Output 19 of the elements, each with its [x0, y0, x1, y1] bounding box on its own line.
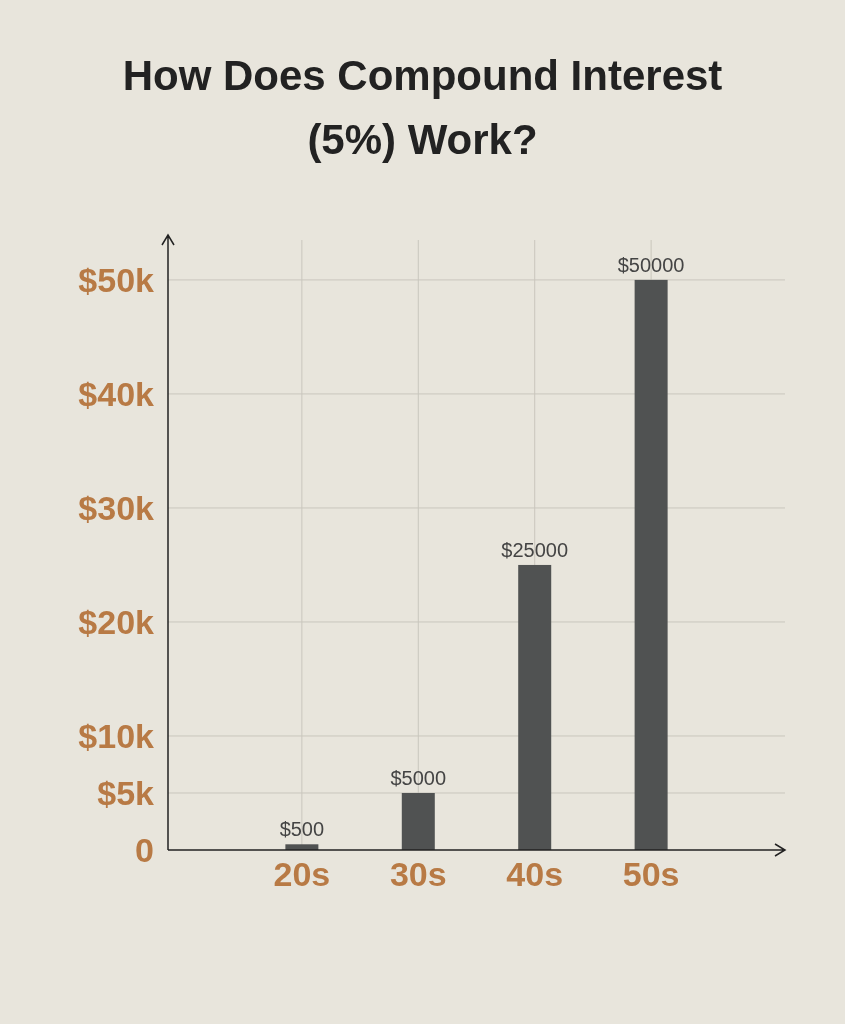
y-tick-label: $40k — [78, 374, 155, 413]
x-tick-label: 50s — [622, 855, 680, 893]
x-tick-label: 20s — [273, 855, 331, 893]
y-tick-label: $5k — [97, 773, 155, 812]
bar — [634, 279, 668, 850]
y-tick-label: $10k — [78, 716, 155, 755]
x-tick-label: 30s — [389, 855, 447, 893]
bar — [518, 564, 552, 850]
data-label: $5000 — [390, 766, 447, 789]
data-label: $50000 — [617, 253, 685, 276]
x-tick-label: 40s — [506, 855, 564, 893]
y-tick-label: 0 — [135, 830, 154, 869]
data-label: $25000 — [501, 538, 569, 561]
y-tick-label: $30k — [78, 488, 155, 527]
bar — [401, 792, 435, 850]
chart-title: How Does Compound Interest (5%) Work? — [122, 52, 723, 163]
y-tick-label: $20k — [78, 602, 155, 641]
data-label: $500 — [279, 818, 325, 841]
y-tick-label: $50k — [78, 260, 155, 299]
